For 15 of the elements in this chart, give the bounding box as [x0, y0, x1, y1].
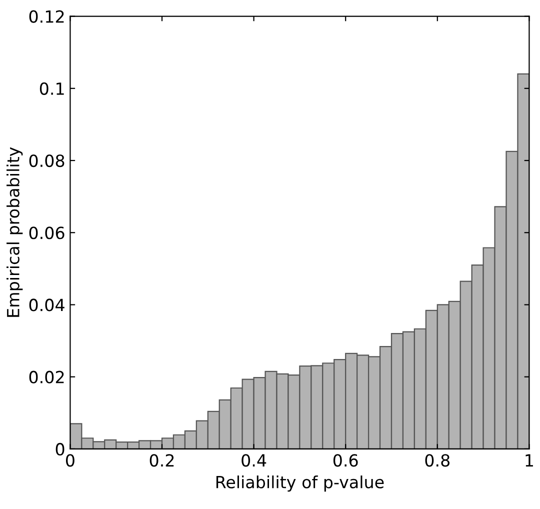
- x-tick-label: 0.2: [150, 454, 174, 467]
- y-tick-label: 0.1: [40, 82, 64, 95]
- x-tick-label: 1: [526, 454, 533, 466]
- x-axis-title: Reliability of p-value: [216, 475, 384, 492]
- y-tick-label: 0.12: [29, 10, 64, 23]
- y-tick-label: 0.06: [29, 226, 64, 240]
- y-tick-label: 0: [56, 442, 64, 456]
- x-tick-label: 0: [66, 454, 74, 467]
- x-tick-label: 0.8: [425, 454, 450, 467]
- x-tick-label: 0.4: [242, 454, 266, 467]
- y-axis-title: Empirical probability: [6, 147, 23, 317]
- x-tick-label: 0.6: [333, 454, 358, 467]
- y-tick-label: 0.02: [29, 370, 64, 384]
- y-tick-label: 0.08: [29, 154, 64, 168]
- y-tick-label: 0.04: [29, 298, 64, 312]
